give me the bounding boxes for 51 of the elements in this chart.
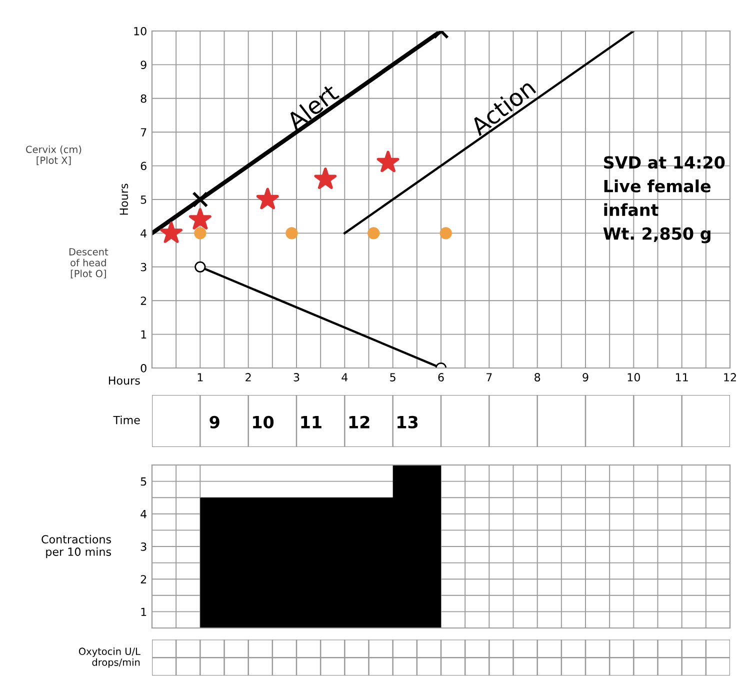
x-tick-label: 12 (724, 373, 736, 382)
text: Descent of head [Plot O] (69, 248, 108, 278)
point (188, 208, 212, 230)
point (286, 227, 298, 240)
point (368, 227, 380, 240)
text: Time (113, 416, 140, 424)
text: Oxytocin U/L drops/min (78, 648, 140, 668)
y-axis-title: Hours (120, 184, 128, 215)
x-tick-label: 2 (246, 373, 251, 382)
y-tick-label: 5 (140, 477, 146, 486)
annotation: SVD at 14:20 Live female infant Wt. 2,850 g (603, 156, 725, 244)
y-tick-label: 10 (134, 26, 146, 36)
text: Cervix (cm) [Plot X] (26, 146, 82, 166)
x-tick-label: 10 (628, 373, 640, 382)
y-tick-label: 1 (141, 608, 146, 616)
y-tick-label: 2 (140, 296, 146, 305)
point (314, 168, 337, 190)
y-tick-label: 9 (140, 60, 146, 70)
y-tick-label: 2 (140, 575, 146, 584)
text: 9 (210, 416, 220, 428)
point (440, 227, 452, 240)
point (194, 261, 206, 272)
point (192, 192, 208, 208)
x-tick-label: 5 (390, 373, 396, 382)
y-axis-title: Contractions per 10 mins (42, 534, 111, 558)
text: 12 (349, 416, 370, 428)
x-tick-label: 9 (582, 373, 588, 382)
point (256, 188, 279, 210)
point (194, 227, 206, 240)
x-tick-label: 1 (198, 373, 203, 382)
y-tick-label: 3 (140, 542, 146, 551)
y-tick-label: 4 (140, 229, 147, 238)
y-tick-label: 8 (140, 94, 146, 103)
y-tick-label: 5 (140, 196, 146, 204)
x-tick-label: 11 (676, 373, 688, 382)
text: 10 (253, 416, 274, 428)
x-tick-label: 6 (438, 373, 444, 382)
y-tick-label: 3 (140, 262, 146, 272)
text: 11 (301, 416, 322, 428)
y-tick-label: 0 (140, 364, 146, 372)
text: 13 (398, 416, 418, 428)
point (160, 222, 182, 243)
x-tick-label: 7 (486, 373, 492, 382)
y-tick-label: 1 (141, 330, 146, 339)
y-tick-label: 7 (140, 128, 146, 136)
x-tick-label: 8 (534, 373, 540, 382)
x-axis-title: Hours (108, 376, 140, 385)
x-tick-label: 4 (342, 373, 348, 382)
y-tick-label: 6 (140, 162, 146, 170)
y-tick-label: 4 (140, 510, 147, 518)
x-tick-label: 3 (294, 373, 300, 382)
